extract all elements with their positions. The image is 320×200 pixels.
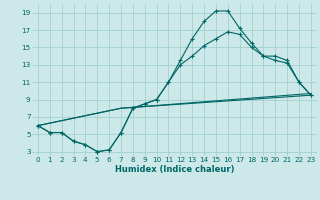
X-axis label: Humidex (Indice chaleur): Humidex (Indice chaleur) xyxy=(115,165,234,174)
